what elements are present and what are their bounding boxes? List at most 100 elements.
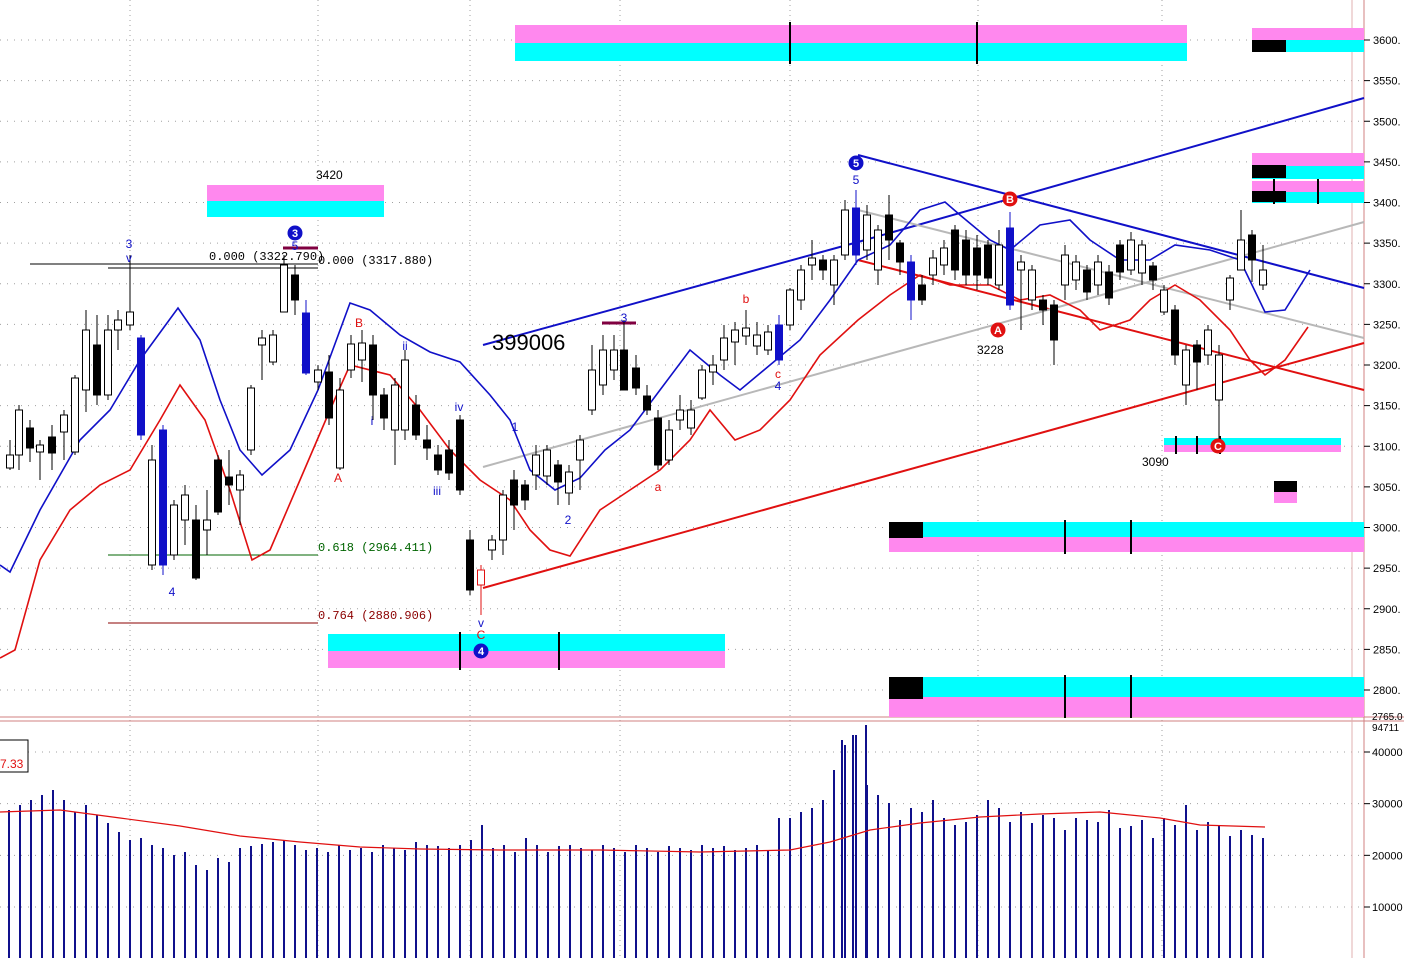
candle-body bbox=[885, 214, 893, 241]
zone-2800-top bbox=[889, 677, 1364, 697]
candle-body bbox=[852, 207, 860, 256]
circled-label: B bbox=[1006, 194, 1014, 206]
price-tick-label: 2850. bbox=[1373, 644, 1401, 656]
wave-label-blue: v bbox=[126, 251, 132, 265]
candle-body bbox=[951, 229, 959, 271]
price-axis: 3600. 3550. 3500. 3450. 3400. 3350. 3300. 3250.… bbox=[1364, 35, 1403, 914]
price-tick-label: 3550. bbox=[1373, 76, 1401, 88]
candle-body bbox=[1105, 271, 1113, 299]
candle-body bbox=[918, 284, 926, 301]
candle-body bbox=[126, 311, 134, 326]
candle-body bbox=[170, 504, 178, 556]
candle-body bbox=[423, 439, 431, 449]
candle-body bbox=[71, 377, 79, 453]
wave-label-blue: iv bbox=[455, 400, 464, 414]
zone-black-block bbox=[1252, 191, 1286, 202]
candle-body bbox=[973, 247, 981, 276]
candle-body bbox=[698, 369, 706, 399]
volume-axis-cutoff: 94711 bbox=[1372, 723, 1400, 734]
candle-body bbox=[720, 337, 728, 361]
zone-low-top bbox=[328, 634, 725, 651]
price-tick-label: 3400. bbox=[1373, 198, 1401, 210]
candle-body bbox=[995, 244, 1003, 286]
zone-low-bottom bbox=[328, 651, 725, 668]
candle-body bbox=[192, 519, 200, 579]
zone-3090-top bbox=[1164, 438, 1341, 445]
projection-zones bbox=[207, 22, 1364, 718]
candle-body bbox=[576, 439, 584, 461]
candlesticks bbox=[6, 190, 1267, 615]
blue-downtrend bbox=[857, 154, 1365, 289]
candle-body bbox=[588, 369, 596, 411]
candle-body bbox=[599, 349, 607, 386]
zone-right-3410-top bbox=[1252, 181, 1364, 192]
candle-body bbox=[543, 449, 551, 477]
candle-body bbox=[477, 569, 485, 586]
volume-tick-label: 10000 bbox=[1372, 902, 1403, 914]
annotation-399006: 399006 bbox=[492, 330, 565, 355]
candle-body bbox=[863, 214, 871, 251]
candle-body bbox=[687, 409, 695, 429]
candle-body bbox=[36, 444, 44, 453]
price-tick-label: 3600. bbox=[1373, 35, 1401, 47]
candle-body bbox=[1072, 261, 1080, 281]
volume-tick-label: 40000 bbox=[1372, 747, 1403, 759]
circled-label-bg bbox=[990, 322, 1006, 338]
candle-body bbox=[48, 436, 56, 454]
candle-body bbox=[731, 329, 739, 343]
zone-3420-bottom bbox=[207, 201, 384, 217]
candle-body bbox=[1083, 269, 1091, 293]
candle-body bbox=[203, 519, 211, 531]
wave-label-blue: ii bbox=[402, 339, 407, 353]
lower-band bbox=[0, 274, 1309, 659]
zone-right-top-top bbox=[1252, 28, 1364, 40]
wave-label-blue: i bbox=[371, 414, 374, 428]
blue-channel-upper bbox=[857, 97, 1365, 243]
volume-tick-label: 20000 bbox=[1372, 850, 1403, 862]
zone-top-top bbox=[515, 25, 1187, 43]
wave-label-blue: iii bbox=[433, 484, 441, 498]
candle-body bbox=[510, 479, 518, 506]
fib-label-618: 0.618 (2964.411) bbox=[318, 541, 433, 555]
circled-label-bg bbox=[848, 155, 864, 171]
candle-body bbox=[247, 387, 255, 451]
candle-body bbox=[499, 494, 507, 541]
candle-body bbox=[93, 344, 101, 396]
candle-body bbox=[1226, 277, 1234, 301]
candle-body bbox=[60, 414, 68, 433]
price-tick-label: 3100. bbox=[1373, 441, 1401, 453]
zone-black-block bbox=[889, 522, 923, 538]
candle-body bbox=[15, 409, 23, 456]
wave-label-blue: v bbox=[478, 616, 484, 630]
circled-label-bg bbox=[1002, 191, 1018, 207]
candle-body bbox=[962, 239, 970, 276]
fib-label-1: 0.000 (3317.880) bbox=[318, 254, 433, 268]
blue-channel-lower bbox=[482, 241, 859, 346]
candle-body bbox=[554, 464, 562, 483]
wave-label-red: A bbox=[334, 471, 342, 485]
circled-label-bg bbox=[287, 225, 303, 241]
circled-label-bg bbox=[473, 643, 489, 659]
wave-label-blue: 3 bbox=[126, 237, 133, 251]
price-axis-cutoff: 2765.0 bbox=[1372, 712, 1403, 723]
candle-body bbox=[709, 364, 717, 373]
wave-label-blue: 5 bbox=[292, 239, 299, 253]
candle-body bbox=[26, 427, 34, 449]
candle-body bbox=[797, 269, 805, 301]
candle-body bbox=[1094, 261, 1102, 286]
indicator-value: 7.33 bbox=[0, 757, 24, 771]
candle-body bbox=[347, 343, 355, 371]
price-tick-label: 3200. bbox=[1373, 360, 1401, 372]
candle-body bbox=[280, 264, 288, 313]
candle-body bbox=[1050, 304, 1058, 341]
candle-body bbox=[742, 327, 750, 337]
candle-body bbox=[1116, 244, 1124, 273]
candle-body bbox=[148, 459, 156, 566]
candle-body bbox=[401, 359, 409, 431]
zone-right-3440-top bbox=[1252, 153, 1364, 166]
candle-body bbox=[336, 389, 344, 469]
candle-body bbox=[225, 476, 233, 486]
circled-label: A bbox=[994, 325, 1002, 337]
circled-label-bg bbox=[1210, 438, 1226, 454]
